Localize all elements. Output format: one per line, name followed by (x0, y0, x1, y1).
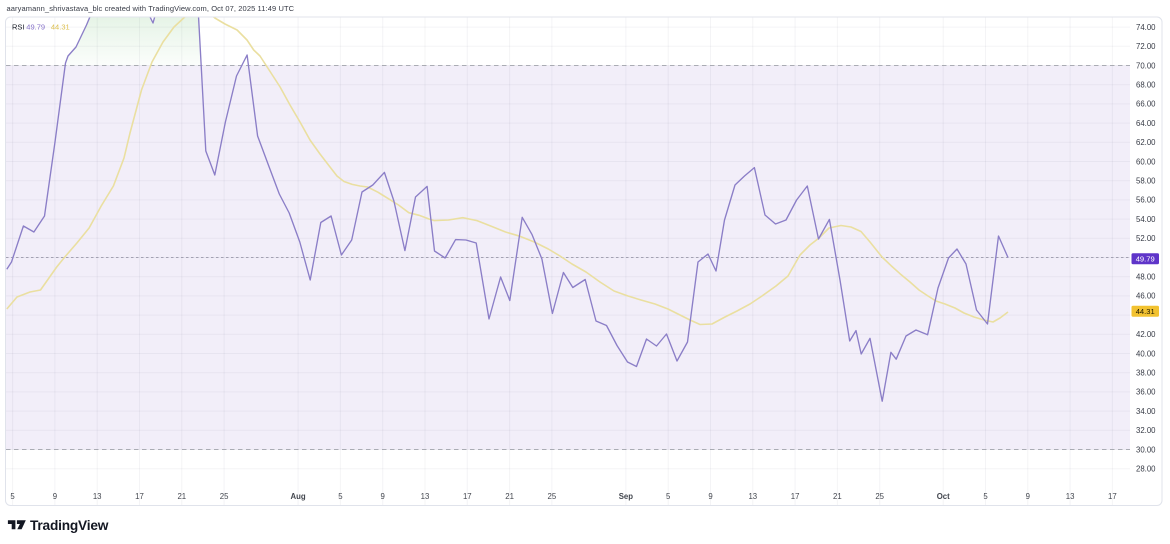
svg-text:5: 5 (10, 492, 15, 501)
svg-text:aaryamann_shrivastava_blc crea: aaryamann_shrivastava_blc created with T… (7, 4, 295, 13)
svg-text:17: 17 (1108, 492, 1117, 501)
svg-text:32.00: 32.00 (1136, 426, 1156, 435)
svg-text:RSI: RSI (12, 23, 25, 32)
svg-text:17: 17 (463, 492, 472, 501)
svg-text:9: 9 (1026, 492, 1030, 501)
svg-text:48.00: 48.00 (1136, 273, 1156, 282)
svg-text:TradingView: TradingView (30, 518, 109, 533)
svg-text:72.00: 72.00 (1136, 42, 1156, 51)
svg-text:46.00: 46.00 (1136, 292, 1156, 301)
svg-text:Sep: Sep (619, 492, 634, 501)
svg-text:62.00: 62.00 (1136, 138, 1156, 147)
svg-text:13: 13 (421, 492, 430, 501)
svg-text:Oct: Oct (937, 492, 950, 501)
svg-text:42.00: 42.00 (1136, 330, 1156, 339)
svg-text:64.00: 64.00 (1136, 119, 1156, 128)
svg-text:13: 13 (93, 492, 102, 501)
svg-text:52.00: 52.00 (1136, 234, 1156, 243)
svg-text:13: 13 (748, 492, 757, 501)
svg-text:30.00: 30.00 (1136, 445, 1156, 454)
svg-text:36.00: 36.00 (1136, 388, 1156, 397)
svg-text:58.00: 58.00 (1136, 177, 1156, 186)
svg-text:74.00: 74.00 (1136, 23, 1156, 32)
svg-text:21: 21 (833, 492, 842, 501)
svg-text:25: 25 (548, 492, 557, 501)
svg-text:21: 21 (177, 492, 186, 501)
svg-text:5: 5 (983, 492, 988, 501)
svg-text:5: 5 (666, 492, 671, 501)
svg-text:56.00: 56.00 (1136, 196, 1156, 205)
svg-text:54.00: 54.00 (1136, 215, 1156, 224)
svg-text:13: 13 (1066, 492, 1075, 501)
svg-text:25: 25 (875, 492, 884, 501)
svg-text:21: 21 (505, 492, 514, 501)
svg-text:70.00: 70.00 (1136, 61, 1156, 70)
svg-text:38.00: 38.00 (1136, 369, 1156, 378)
svg-text:34.00: 34.00 (1136, 407, 1156, 416)
svg-text:60.00: 60.00 (1136, 157, 1156, 166)
svg-text:40.00: 40.00 (1136, 349, 1156, 358)
svg-text:17: 17 (135, 492, 144, 501)
svg-text:68.00: 68.00 (1136, 81, 1156, 90)
svg-text:9: 9 (708, 492, 712, 501)
svg-text:5: 5 (338, 492, 343, 501)
svg-text:9: 9 (381, 492, 385, 501)
svg-text:28.00: 28.00 (1136, 465, 1156, 474)
svg-text:17: 17 (791, 492, 800, 501)
svg-text:49.79: 49.79 (26, 23, 45, 32)
svg-text:44.31: 44.31 (1136, 307, 1155, 316)
svg-text:44.31: 44.31 (51, 23, 70, 32)
svg-text:9: 9 (53, 492, 57, 501)
svg-text:Aug: Aug (291, 492, 306, 501)
svg-text:66.00: 66.00 (1136, 100, 1156, 109)
svg-text:25: 25 (220, 492, 229, 501)
svg-text:49.79: 49.79 (1136, 255, 1155, 264)
